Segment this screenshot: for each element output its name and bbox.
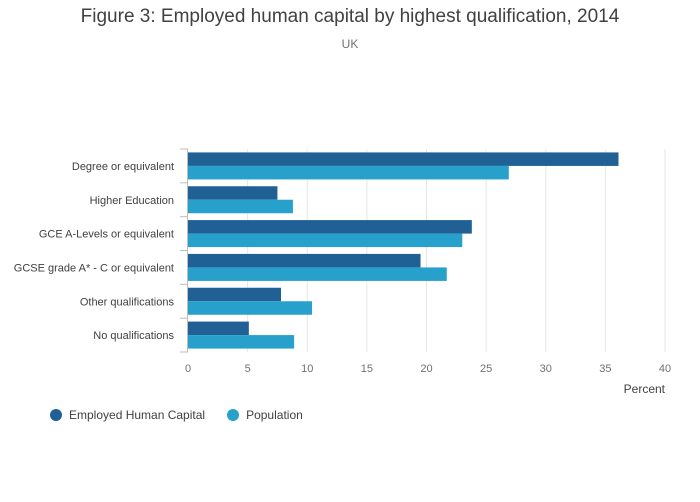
- bar-population-2[interactable]: [188, 233, 463, 248]
- bar-population-4[interactable]: [188, 301, 313, 315]
- legend-label-employed: Employed Human Capital: [69, 408, 206, 422]
- category-label: Other qualifications: [80, 296, 175, 308]
- category-label: Higher Education: [90, 195, 174, 207]
- bar-employed-3[interactable]: [188, 253, 421, 268]
- bar-population-5[interactable]: [188, 335, 295, 349]
- legend-label-population: Population: [246, 408, 303, 422]
- bar-population-1[interactable]: [188, 199, 293, 214]
- axes: 0 5 10 15 20 25 30 35 40 Degree or equivalent High…: [14, 148, 671, 375]
- legend-marker-population: [227, 409, 240, 421]
- bar-employed-2[interactable]: [188, 220, 472, 234]
- x-tick-label: 30: [540, 363, 552, 375]
- x-tick-label: 15: [361, 363, 373, 375]
- bar-population-3[interactable]: [188, 267, 447, 281]
- bar-employed-4[interactable]: [188, 287, 282, 302]
- bar-employed-1[interactable]: [188, 186, 278, 200]
- x-tick-label: 0: [185, 363, 191, 375]
- chart-subtitle: UK: [341, 37, 359, 51]
- category-label: GCE A-Levels or equivalent: [39, 229, 174, 241]
- x-axis-title: Percent: [624, 382, 666, 396]
- category-label: No qualifications: [93, 330, 174, 342]
- legend-item-population[interactable]: Population: [227, 408, 303, 422]
- bars: [188, 152, 619, 349]
- bar-employed-0[interactable]: [188, 152, 619, 166]
- legend: Employed Human Capital Population: [50, 408, 303, 422]
- gridlines: [247, 149, 666, 352]
- bar-population-0[interactable]: [188, 165, 509, 180]
- legend-marker-employed: [50, 409, 62, 421]
- x-tick-label: 25: [480, 363, 492, 375]
- bar-employed-5[interactable]: [188, 321, 249, 336]
- x-tick-label: 5: [245, 363, 251, 375]
- bar-chart: 0 5 10 15 20 25 30 35 40 Degree or equivalent High…: [14, 148, 671, 396]
- x-tick-label: 10: [301, 363, 313, 375]
- legend-item-employed[interactable]: Employed Human Capital: [50, 408, 205, 422]
- chart-title: Figure 3: Employed human capital by high…: [80, 6, 620, 27]
- category-label: GCSE grade A* - C or equivalent: [14, 262, 174, 274]
- x-tick-label: 35: [599, 363, 611, 375]
- category-label: Degree or equivalent: [72, 161, 174, 173]
- x-tick-label: 40: [659, 363, 671, 375]
- x-tick-label: 20: [420, 363, 432, 375]
